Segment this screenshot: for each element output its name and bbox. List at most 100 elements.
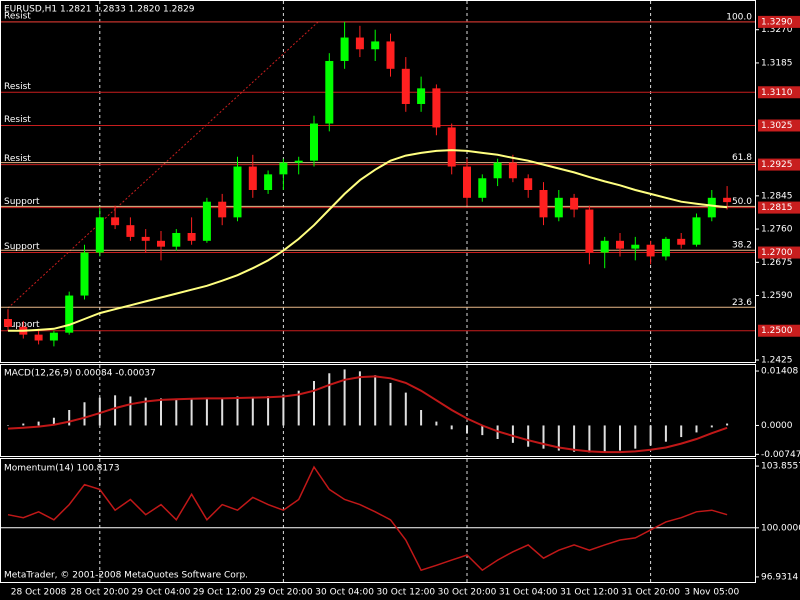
macd-bar: [22, 423, 25, 426]
x-tick-label: 3 Nov 05:00: [684, 588, 739, 598]
level-price: 1.3025: [761, 121, 793, 131]
candle-body: [493, 162, 502, 179]
candle-body: [524, 178, 533, 190]
candle-body: [401, 68, 410, 104]
macd-bar: [726, 423, 729, 426]
x-tick-label: 31 Oct 04:00: [499, 588, 558, 598]
macd-title: MACD(12,26,9) 0.00084 -0.00037: [4, 369, 156, 379]
candle-body: [570, 197, 579, 210]
candle-body: [707, 197, 716, 218]
macd-bar: [144, 397, 147, 426]
candle-body: [218, 201, 227, 218]
candle-body: [386, 41, 395, 69]
macd-bar: [450, 425, 453, 430]
moving-average: [8, 149, 728, 332]
macd-bar: [313, 381, 315, 426]
candle-body: [661, 238, 670, 257]
level-price: 1.2815: [761, 203, 793, 213]
level-price-box: [758, 324, 800, 337]
level-price-box: [758, 201, 800, 214]
candle-body: [248, 166, 257, 190]
macd-bar: [374, 375, 377, 426]
level-price-box: [758, 86, 800, 99]
x-tick-label: 29 Oct 12:00: [193, 588, 252, 598]
y-tick-label: 0.01408: [761, 367, 798, 377]
macd-bar: [710, 425, 713, 428]
x-tick-label: 28 Oct 20:00: [70, 588, 129, 598]
macd-bar: [481, 425, 484, 436]
level-price-box: [758, 246, 800, 259]
macd-bar: [649, 425, 652, 446]
candle-body: [202, 201, 211, 241]
candle-body: [233, 166, 242, 218]
level-price: 1.3290: [761, 17, 793, 27]
macd-bar: [37, 421, 40, 426]
fib-label: 61.8: [732, 153, 752, 163]
candle-body: [478, 178, 487, 198]
y-tick-label: -0.00747: [761, 450, 800, 460]
candle-body: [65, 295, 74, 333]
level-price: 1.2925: [761, 160, 793, 170]
candle-body: [325, 60, 334, 124]
level-name: Support: [4, 242, 40, 252]
macd-bar: [68, 410, 71, 426]
candle-body: [157, 240, 165, 247]
candle-body: [340, 37, 349, 61]
candle-body: [417, 88, 426, 104]
macd-bar: [404, 392, 407, 426]
candle-body: [264, 174, 273, 190]
y-tick-label: 1.2425: [761, 356, 793, 366]
candle-body: [447, 127, 456, 167]
macd-bar: [236, 396, 239, 426]
macd-bar: [603, 425, 606, 452]
macd-bar: [221, 397, 224, 426]
macd-bar: [175, 399, 178, 426]
macd-bar: [251, 396, 254, 426]
candle-body: [508, 162, 517, 179]
momentum-line: [7, 465, 728, 572]
fib-label: 50.0: [732, 197, 752, 207]
macd-bar: [114, 395, 117, 426]
y-tick-label: 1.3185: [761, 58, 793, 68]
candle-body: [355, 37, 364, 50]
macd-bar: [328, 373, 331, 426]
macd-bar: [435, 421, 438, 426]
y-tick-label: 1.2760: [761, 225, 793, 235]
level-price: 1.2700: [761, 248, 793, 258]
fib-label: 23.6: [732, 298, 752, 308]
macd-bar: [695, 425, 698, 433]
macd-pane: [0, 364, 756, 457]
macd-bar: [619, 425, 621, 451]
level-price-box: [758, 15, 800, 28]
candle-body: [141, 236, 150, 241]
candle-body: [111, 217, 120, 226]
y-tick-label: 1.2845: [761, 191, 793, 201]
macd-bar: [282, 394, 285, 426]
x-tick-label: 31 Oct 20:00: [621, 588, 680, 598]
y-tick-label: 103.8557: [761, 462, 800, 472]
macd-bar: [634, 425, 637, 449]
macd-bar: [542, 425, 545, 449]
copyright: MetaTrader, © 2001-2008 MetaQuotes Softw…: [4, 571, 248, 581]
macd-bar: [389, 382, 392, 426]
level-price: 1.2500: [761, 326, 793, 336]
macd-bar: [83, 402, 86, 426]
candle-body: [616, 240, 624, 249]
macd-bar: [205, 398, 208, 426]
candle-body: [631, 244, 640, 249]
candle-body: [310, 123, 318, 161]
candle-body: [95, 217, 104, 253]
x-tick-label: 30 Oct 20:00: [438, 588, 497, 598]
candle-body: [294, 160, 303, 163]
candle-body: [554, 197, 563, 218]
candle-body: [371, 41, 380, 50]
momentum-title: Momentum(14) 100.8173: [4, 464, 120, 474]
level-name: Resist: [4, 154, 31, 164]
x-tick-label: 31 Oct 12:00: [560, 588, 619, 598]
fib-label: 38.2: [732, 241, 752, 251]
macd-bar: [588, 425, 591, 453]
x-tick-label: 29 Oct 04:00: [132, 588, 191, 598]
momentum-pane: [0, 458, 756, 583]
